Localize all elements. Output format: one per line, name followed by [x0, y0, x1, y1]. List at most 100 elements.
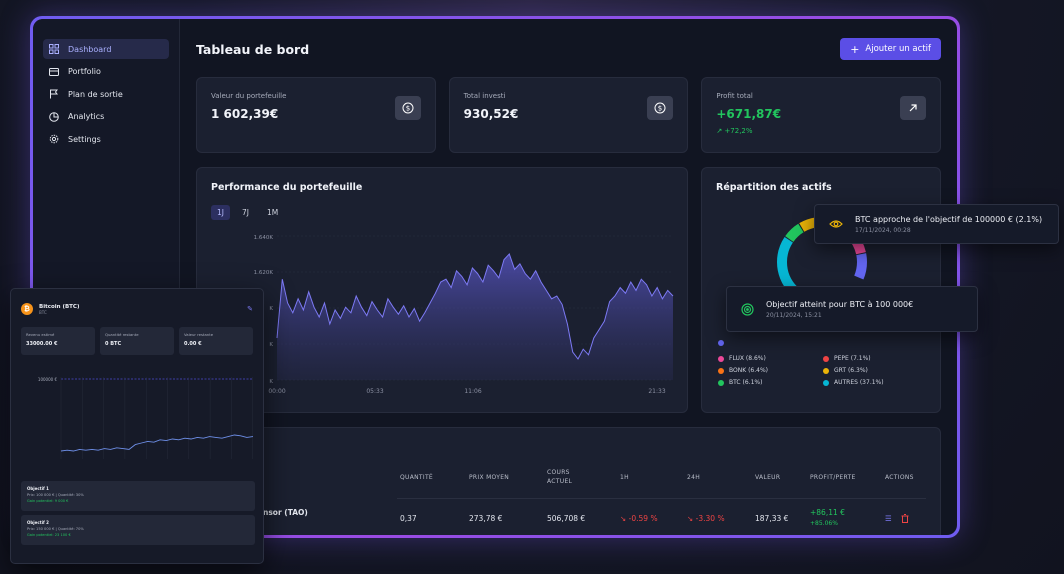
notification-toast[interactable]: Objectif atteint pour BTC à 100 000€ 20/… — [726, 286, 978, 332]
target-icon — [741, 302, 754, 316]
asset-current-price: 506,708 € — [547, 514, 586, 523]
toast-title: BTC approche de l'objectif de 100000 € (… — [855, 214, 1043, 224]
stat-label: Quantité restante — [105, 332, 139, 337]
y-tick-label: 100000 € — [38, 377, 58, 382]
tab-1m[interactable]: 1M — [266, 208, 279, 217]
tab-1j[interactable]: 1J — [211, 205, 230, 220]
legend-label: FLUX (8.6%) — [729, 355, 766, 362]
column-header: QUANTITÉ — [400, 474, 433, 481]
stat-value: 0.00 € — [184, 341, 202, 347]
legend-label: BTC (6.1%) — [729, 379, 763, 386]
legend-label: PEPE (7.1%) — [834, 355, 871, 362]
legend-dot — [823, 379, 829, 386]
card-value: 1 602,39€ — [211, 107, 279, 121]
eye-icon — [829, 220, 843, 228]
sidebar-item-label: Plan de sortie — [68, 89, 123, 99]
stat-value: 0 BTC — [105, 341, 122, 347]
asset-profit: +86,11 € — [810, 508, 845, 517]
toast-title: Objectif atteint pour BTC à 100 000€ — [766, 299, 914, 309]
y-tick-label: K — [269, 342, 273, 348]
objective-details: Prix: 100 000 € | Quantité: 30% — [27, 493, 84, 497]
page-title: Tableau de bord — [196, 41, 310, 57]
svg-text:$: $ — [405, 105, 409, 113]
y-tick-label: 1.640K — [254, 235, 274, 241]
objective-card[interactable]: Objectif 1 Prix: 100 000 € | Quantité: 3… — [21, 481, 255, 511]
asset-detail-header: ₿ Bitcoin (BTC) BTC ✎ — [21, 303, 253, 315]
asset-detail-stats: Revenu estimé 33000.00 € Quantité restan… — [21, 327, 253, 355]
list-icon[interactable]: ☰ — [885, 514, 892, 523]
tab-7j[interactable]: 7J — [241, 208, 249, 217]
pencil-icon[interactable]: ✎ — [247, 305, 253, 313]
stat-label: Valeur restante — [184, 332, 214, 337]
gear-icon — [49, 134, 59, 144]
stat-value: 33000.00 € — [26, 341, 58, 347]
asset-change-24h: ↘ -3.30 % — [687, 514, 725, 523]
y-tick-label: K — [269, 379, 273, 385]
legend-label: GRT (6.3%) — [834, 367, 868, 374]
card-label: Profit total — [716, 92, 753, 100]
change-1h-value: -0.59 % — [628, 514, 658, 523]
legend-label: AUTRES (37.1%) — [834, 379, 884, 386]
x-tick-label: 11:06 — [464, 388, 481, 395]
main-content: Tableau de bord + Ajouter un actif Valeu… — [180, 19, 957, 535]
legend-item: BTC (6.1%) — [718, 379, 823, 386]
wallet-icon — [49, 67, 59, 76]
stat-estimated-revenue: Revenu estimé 33000.00 € — [21, 327, 95, 355]
objective-gain: Gain potentiel: 9 000 € — [27, 499, 69, 503]
notification-toast[interactable]: BTC approche de l'objectif de 100000 € (… — [814, 204, 1059, 244]
btc-price-chart: 100000 € — [38, 377, 254, 459]
asset-value: 187,33 € — [755, 514, 789, 523]
sidebar-item-label: Settings — [68, 134, 101, 144]
sidebar-item-portfolio[interactable]: Portfolio — [43, 62, 169, 82]
svg-text:$: $ — [658, 105, 662, 113]
add-asset-button[interactable]: + Ajouter un actif — [840, 38, 941, 60]
legend-item: AUTRES (37.1%) — [823, 379, 928, 386]
row-divider — [397, 498, 926, 499]
objective-card[interactable]: Objectif 2 Prix: 150 000 € | Quantité: 7… — [21, 515, 255, 545]
dollar-icon: $ — [647, 96, 674, 120]
btc-price-line — [60, 434, 254, 452]
sidebar-item-analytics[interactable]: Analytics — [43, 107, 169, 127]
performance-line — [276, 253, 674, 360]
x-tick-label: 05:33 — [366, 388, 383, 395]
legend-dot — [823, 355, 829, 362]
page-header: Tableau de bord + Ajouter un actif — [196, 19, 941, 71]
performance-area — [277, 254, 673, 380]
performance-title: Performance du portefeuille — [211, 182, 363, 193]
legend-item: PEPE (7.1%) — [823, 355, 928, 362]
total-profit-card: Profit total +671,87€ ↗ +72,2% — [701, 77, 942, 153]
legend-dot — [718, 340, 724, 346]
card-label: Total investi — [463, 92, 506, 100]
legend-item: GRT (6.3%) — [823, 367, 928, 374]
sidebar-item-plan-de-sortie[interactable]: Plan de sortie — [43, 84, 169, 104]
legend-item: FLUX (8.6%) — [718, 355, 823, 362]
sidebar-item-settings[interactable]: Settings — [43, 129, 169, 149]
total-invested-card: Total investi 930,52€ $ — [448, 77, 689, 153]
toast-time: 17/11/2024, 00:28 — [855, 226, 911, 234]
column-header: 1H — [620, 474, 629, 481]
asset-avg-price: 273,78 € — [469, 514, 503, 523]
objective-title: Objectif 1 — [27, 486, 49, 491]
legend-label: BONK (6.4%) — [729, 367, 768, 374]
asset-quantity: 0,37 — [400, 514, 417, 523]
profit-delta: ↗ +72,2% — [716, 127, 753, 135]
sidebar-item-label: Dashboard — [68, 44, 112, 54]
change-24h-value: -3.30 % — [695, 514, 725, 523]
x-tick-label: 00:00 — [268, 388, 285, 395]
y-tick-label: K — [269, 306, 273, 312]
objectives-list: Objectif 1 Prix: 100 000 € | Quantité: 3… — [21, 477, 255, 545]
card-value: +671,87€ — [716, 107, 782, 121]
column-header: PROFIT/PERTE — [810, 474, 856, 481]
sidebar-item-label: Analytics — [68, 112, 105, 121]
sidebar-item-dashboard[interactable]: Dashboard — [43, 39, 169, 59]
flag-icon — [50, 89, 58, 99]
plus-icon: + — [850, 42, 860, 56]
asset-detail-name: Bitcoin (BTC) — [39, 303, 80, 310]
stat-cards: Valeur du portefeuille 1 602,39€ $ Total… — [196, 77, 942, 153]
trash-icon[interactable] — [901, 514, 909, 525]
y-tick-label: 1.620K — [254, 270, 274, 276]
donut-slice — [777, 217, 867, 307]
column-header: ACTIONS — [885, 474, 914, 481]
profit-delta-value: +72,2% — [724, 127, 753, 135]
add-asset-label: Ajouter un actif — [865, 44, 931, 54]
